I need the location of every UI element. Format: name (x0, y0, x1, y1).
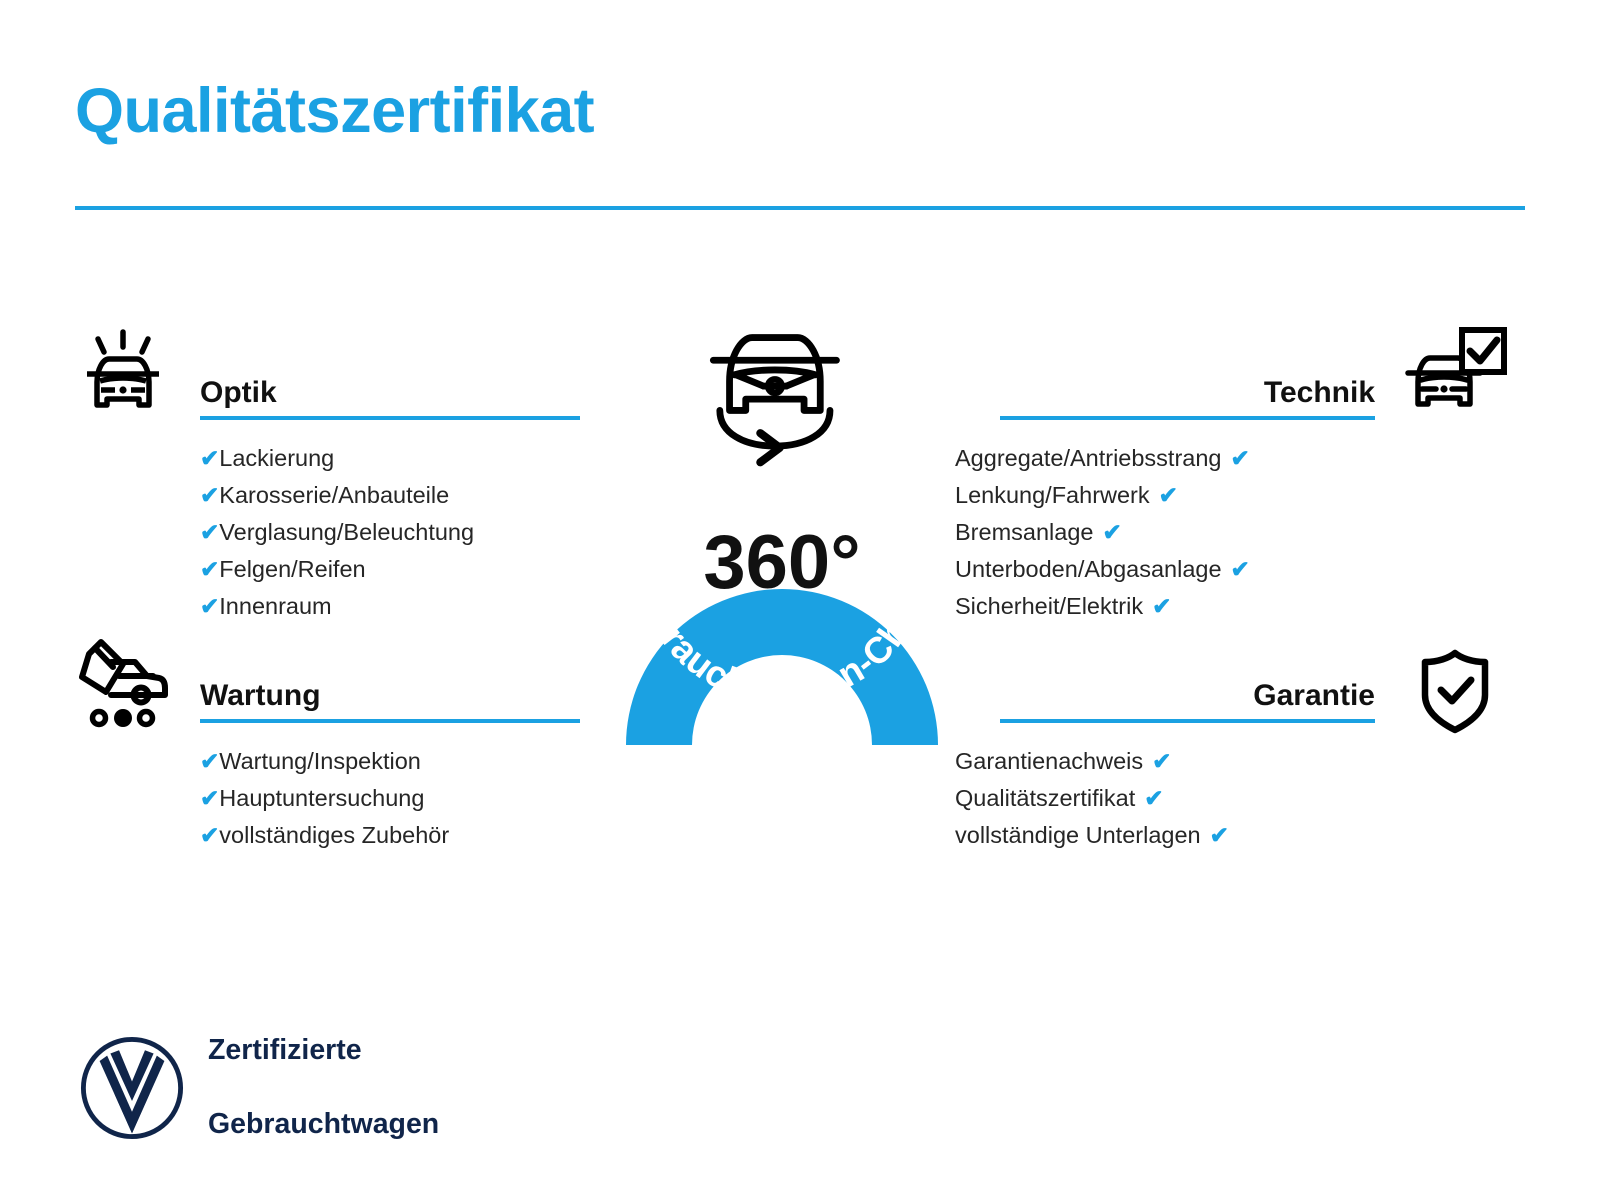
list-item-label: Karosserie/Anbauteile (219, 482, 450, 508)
list-item: Sicherheit/Elektrik ✔ (955, 588, 1375, 625)
list-item: vollständige Unterlagen ✔ (955, 817, 1375, 854)
list-item: ✔ Hauptuntersuchung (200, 780, 449, 817)
check-icon: ✔ (200, 822, 220, 848)
list-technik: Aggregate/Antriebsstrang ✔ Lenkung/Fahrwe… (955, 440, 1375, 625)
footer-line-2: Gebrauchtwagen (208, 1108, 440, 1140)
footer-brand-text: Zertifizierte Gebrauchtwagen (208, 995, 439, 1180)
check-icon: ✔ (200, 445, 220, 471)
list-item: ✔ Felgen/Reifen (200, 551, 474, 588)
list-item: Garantienachweis ✔ (955, 743, 1375, 780)
check-icon: ✔ (200, 482, 220, 508)
check-icon: ✔ (1209, 822, 1229, 848)
list-optik: ✔ Lackierung ✔ Karosserie/Anbauteile ✔ Verg… (200, 440, 474, 625)
list-item: ✔ Verglasung/Beleuchtung (200, 514, 474, 551)
list-item: ✔ Karosserie/Anbauteile (200, 477, 474, 514)
check-icon: ✔ (1158, 482, 1178, 508)
title-divider (75, 206, 1525, 210)
list-item-label: Hauptuntersuchung (219, 785, 425, 811)
list-item-label: vollständiges Zubehör (219, 822, 450, 848)
section-garantie: Garantie (1000, 663, 1375, 723)
list-item-label: Lackierung (219, 445, 335, 471)
list-item-label: Aggregate/Antriebsstrang (955, 445, 1222, 471)
badge-360-gebrauchtwagen-check: Gebrauchtwagen-Check 360° (562, 300, 1002, 770)
list-item-label: Sicherheit/Elektrik (955, 593, 1144, 619)
list-item-label: Lenkung/Fahrwerk (955, 482, 1150, 508)
check-icon: ✔ (200, 519, 220, 545)
list-item-label: Wartung/Inspektion (219, 748, 421, 774)
list-item: ✔ Lackierung (200, 440, 474, 477)
section-title-optik: Optik (200, 376, 277, 409)
list-item: ✔ vollständiges Zubehör (200, 817, 449, 854)
section-title-technik: Technik (1263, 376, 1375, 409)
list-item-label: Felgen/Reifen (219, 556, 366, 582)
shield-check-icon (1405, 640, 1505, 740)
list-item-label: Bremsanlage (955, 519, 1094, 545)
page-title: Qualitätszertifikat (75, 76, 595, 146)
section-divider-wartung (200, 719, 580, 723)
section-title-wartung: Wartung (200, 679, 321, 712)
check-icon: ✔ (1152, 593, 1172, 619)
check-icon: ✔ (200, 556, 220, 582)
footer-brand: Zertifizierte Gebrauchtwagen (78, 995, 439, 1180)
list-garantie: Garantienachweis ✔ Qualitätszertifikat ✔ v… (955, 743, 1375, 854)
badge-center-label: 360° (703, 520, 860, 605)
list-item-label: Innenraum (219, 593, 332, 619)
car-checkbox-icon (1400, 322, 1507, 422)
section-title-garantie: Garantie (1253, 679, 1375, 712)
check-icon: ✔ (1230, 445, 1250, 471)
list-item: Qualitätszertifikat ✔ (955, 780, 1375, 817)
footer-line-1: Zertifizierte (208, 1034, 362, 1066)
section-divider-optik (200, 416, 580, 420)
list-item: ✔ Innenraum (200, 588, 474, 625)
list-item-label: Qualitätszertifikat (955, 785, 1136, 811)
list-item-label: Unterboden/Abgasanlage (955, 556, 1222, 582)
list-item: Unterboden/Abgasanlage ✔ (955, 551, 1375, 588)
volkswagen-logo (80, 1036, 184, 1139)
check-icon: ✔ (200, 593, 220, 619)
check-icon: ✔ (1152, 748, 1172, 774)
list-item-label: Verglasung/Beleuchtung (219, 519, 475, 545)
car-rotate-icon (709, 334, 840, 467)
list-item: Aggregate/Antriebsstrang ✔ (955, 440, 1375, 477)
check-icon: ✔ (200, 748, 220, 774)
list-wartung: ✔ Wartung/Inspektion ✔ Hauptuntersuchung ✔… (200, 743, 449, 854)
list-item: ✔ Wartung/Inspektion (200, 743, 449, 780)
section-divider-technik (1000, 416, 1375, 420)
car-shine-icon (73, 325, 173, 425)
section-divider-garantie (1000, 719, 1375, 723)
list-item-label: Garantienachweis (955, 748, 1144, 774)
section-technik: Technik (1000, 360, 1375, 420)
list-item: Bremsanlage ✔ (955, 514, 1375, 551)
check-icon: ✔ (1230, 556, 1250, 582)
section-wartung: Wartung (200, 663, 580, 723)
list-item-label: vollständige Unterlagen (955, 822, 1201, 848)
check-icon: ✔ (1102, 519, 1122, 545)
pencil-car-service-icon (73, 632, 173, 732)
section-optik: Optik (200, 360, 580, 420)
list-item: Lenkung/Fahrwerk ✔ (955, 477, 1375, 514)
check-icon: ✔ (200, 785, 220, 811)
check-icon: ✔ (1144, 785, 1164, 811)
